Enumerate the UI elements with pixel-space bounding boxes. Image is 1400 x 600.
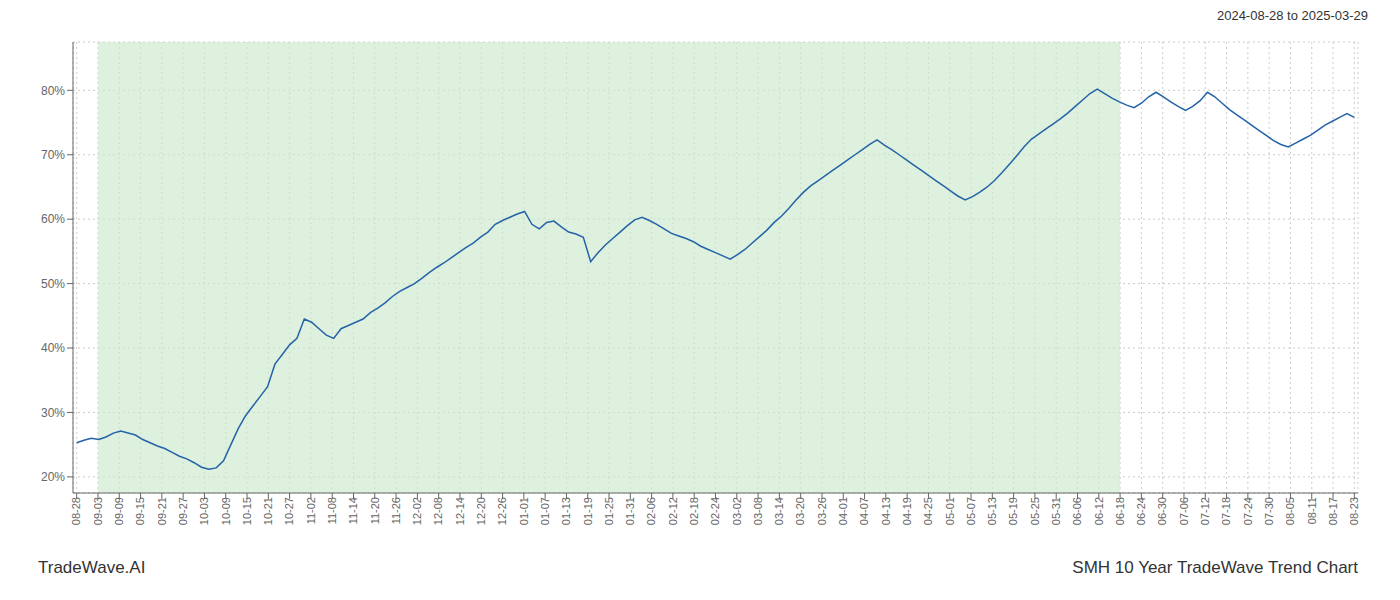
svg-text:70%: 70% bbox=[41, 148, 65, 162]
svg-text:03-08: 03-08 bbox=[752, 497, 764, 525]
svg-text:09-15: 09-15 bbox=[134, 497, 146, 525]
svg-text:05-13: 05-13 bbox=[986, 497, 998, 525]
svg-text:05-07: 05-07 bbox=[965, 497, 977, 525]
svg-text:50%: 50% bbox=[41, 277, 65, 291]
svg-text:12-20: 12-20 bbox=[475, 497, 487, 525]
svg-text:05-25: 05-25 bbox=[1029, 497, 1041, 525]
svg-text:08-23: 08-23 bbox=[1348, 497, 1360, 525]
svg-text:10-03: 10-03 bbox=[198, 497, 210, 525]
svg-text:01-13: 01-13 bbox=[560, 497, 572, 525]
svg-text:02-06: 02-06 bbox=[645, 497, 657, 525]
svg-text:09-09: 09-09 bbox=[113, 497, 125, 525]
svg-text:04-13: 04-13 bbox=[880, 497, 892, 525]
svg-text:02-12: 02-12 bbox=[667, 497, 679, 525]
svg-text:11-26: 11-26 bbox=[390, 497, 402, 524]
svg-text:07-18: 07-18 bbox=[1220, 497, 1232, 525]
svg-text:12-08: 12-08 bbox=[432, 497, 444, 525]
svg-text:10-21: 10-21 bbox=[262, 497, 274, 525]
svg-text:04-25: 04-25 bbox=[922, 497, 934, 525]
svg-text:04-19: 04-19 bbox=[901, 497, 913, 525]
svg-text:10-15: 10-15 bbox=[241, 497, 253, 525]
svg-text:11-20: 11-20 bbox=[369, 497, 381, 524]
svg-text:06-06: 06-06 bbox=[1071, 497, 1083, 525]
svg-text:02-24: 02-24 bbox=[709, 497, 721, 525]
svg-text:05-19: 05-19 bbox=[1007, 497, 1019, 525]
svg-text:03-26: 03-26 bbox=[816, 497, 828, 525]
svg-text:12-26: 12-26 bbox=[496, 497, 508, 525]
svg-text:06-12: 06-12 bbox=[1093, 497, 1105, 525]
svg-text:80%: 80% bbox=[41, 84, 65, 98]
svg-text:12-14: 12-14 bbox=[454, 497, 466, 525]
svg-text:04-01: 04-01 bbox=[837, 497, 849, 525]
svg-text:03-20: 03-20 bbox=[794, 497, 806, 525]
svg-text:09-21: 09-21 bbox=[156, 497, 168, 525]
svg-text:08-05: 08-05 bbox=[1284, 497, 1296, 525]
svg-text:02-18: 02-18 bbox=[688, 497, 700, 525]
svg-text:10-09: 10-09 bbox=[220, 497, 232, 525]
svg-text:06-18: 06-18 bbox=[1114, 497, 1126, 525]
svg-text:11-02: 11-02 bbox=[305, 497, 317, 524]
svg-text:06-24: 06-24 bbox=[1135, 497, 1147, 525]
svg-text:60%: 60% bbox=[41, 212, 65, 226]
svg-text:07-30: 07-30 bbox=[1263, 497, 1275, 525]
svg-text:07-24: 07-24 bbox=[1242, 497, 1254, 525]
svg-text:20%: 20% bbox=[41, 470, 65, 484]
html-text:SMH 10 Year TradeWave Trend Ch: SMH 10 Year TradeWave Trend Chart bbox=[1072, 558, 1358, 577]
svg-text:40%: 40% bbox=[41, 341, 65, 355]
svg-text:08-28: 08-28 bbox=[70, 497, 82, 525]
svg-text:05-31: 05-31 bbox=[1050, 497, 1062, 525]
svg-text:03-02: 03-02 bbox=[731, 497, 743, 525]
svg-text:01-25: 01-25 bbox=[603, 497, 615, 525]
svg-text:08-11: 08-11 bbox=[1306, 497, 1318, 524]
svg-text:04-07: 04-07 bbox=[858, 497, 870, 525]
svg-text:01-19: 01-19 bbox=[582, 497, 594, 525]
svg-text:01-07: 01-07 bbox=[539, 497, 551, 525]
svg-text:12-02: 12-02 bbox=[411, 497, 423, 525]
svg-text:01-31: 01-31 bbox=[624, 497, 636, 525]
svg-text:01-01: 01-01 bbox=[518, 497, 530, 525]
html-text:TradeWave.AI: TradeWave.AI bbox=[38, 558, 146, 577]
svg-text:30%: 30% bbox=[41, 406, 65, 420]
svg-text:07-06: 07-06 bbox=[1178, 497, 1190, 525]
svg-text:08-17: 08-17 bbox=[1327, 497, 1339, 525]
svg-text:03-14: 03-14 bbox=[773, 497, 785, 525]
svg-text:05-01: 05-01 bbox=[944, 497, 956, 525]
html-text:2024-08-28 to 2025-03-29: 2024-08-28 to 2025-03-29 bbox=[1216, 8, 1368, 23]
svg-text:07-12: 07-12 bbox=[1199, 497, 1211, 525]
svg-text:11-08: 11-08 bbox=[326, 497, 338, 524]
svg-text:09-03: 09-03 bbox=[92, 497, 104, 525]
svg-text:09-27: 09-27 bbox=[177, 497, 189, 525]
svg-text:06-30: 06-30 bbox=[1156, 497, 1168, 525]
svg-text:10-27: 10-27 bbox=[283, 497, 295, 525]
svg-text:11-14: 11-14 bbox=[347, 497, 359, 524]
